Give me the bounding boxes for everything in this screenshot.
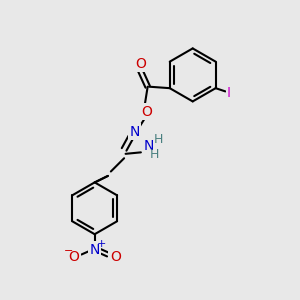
Text: H: H	[153, 134, 163, 146]
Text: O: O	[110, 250, 121, 264]
Text: I: I	[227, 85, 231, 100]
Text: N: N	[89, 242, 100, 256]
Text: O: O	[135, 57, 146, 71]
Text: O: O	[69, 250, 80, 264]
Text: −: −	[64, 246, 73, 256]
Text: N: N	[129, 125, 140, 139]
Text: H: H	[150, 148, 159, 161]
Text: +: +	[97, 239, 106, 249]
Text: N: N	[144, 139, 154, 153]
Text: O: O	[141, 105, 152, 119]
